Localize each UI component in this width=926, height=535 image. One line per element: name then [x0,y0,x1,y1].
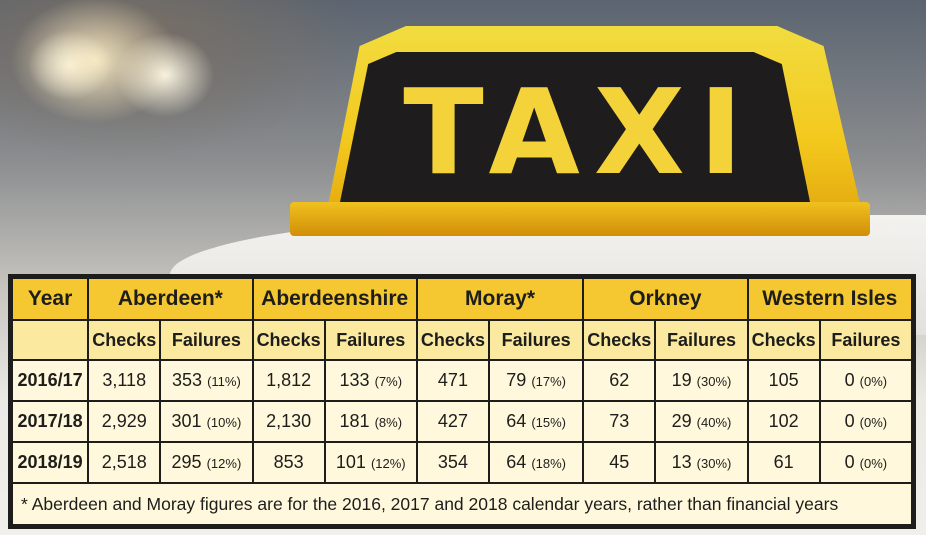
region-header-aberdeen: Aberdeen* [87,277,254,321]
failures-percent: (0%) [859,415,888,430]
failures-cell: 295 (12%) [159,441,254,484]
taxi-roof-sign: TAXI [290,22,870,236]
year-subheader-empty [10,319,90,361]
failures-count: 64 [506,411,527,431]
region-header-western-isles: Western Isles [746,277,914,321]
failures-cell: 0 (0%) [818,441,914,484]
table-row: 2016/17 3,118 353 (11%) 1,812 133 (7%) 471 79 … [10,359,914,402]
failures-cell: 0 (0%) [818,359,914,402]
checks-cell: 354 [415,441,491,484]
failures-cell: 301 (10%) [159,400,254,443]
failures-cell: 133 (7%) [323,359,418,402]
checks-cell: 73 [582,400,657,443]
failures-percent: (8%) [374,415,403,430]
failures-cell: 353 (11%) [159,359,254,402]
failures-count: 29 [671,411,692,431]
table-row: 2018/19 2,518 295 (12%) 853 101 (12%) 354 64 (… [10,441,914,484]
failures-cell: 13 (30%) [654,441,749,484]
failures-percent: (7%) [374,374,403,389]
checks-cell: 471 [415,359,491,402]
taxi-sign-text: TAXI [403,63,757,201]
failures-percent: (0%) [859,456,888,471]
failures-count: 301 [171,411,202,431]
taxi-checks-table: Year Aberdeen* Aberdeenshire Moray* Orkn… [8,274,916,529]
failures-percent: (30%) [696,374,732,389]
failures-count: 79 [506,370,527,390]
year-cell: 2016/17 [10,359,90,402]
failures-cell: 29 (40%) [654,400,749,443]
failures-count: 0 [844,452,855,472]
failures-count: 64 [506,452,527,472]
metric-header-row: Checks Failures Checks Failures Checks F… [10,319,914,361]
checks-cell: 62 [582,359,657,402]
failures-count: 181 [339,411,370,431]
failures-cell: 0 (0%) [818,400,914,443]
checks-cell: 2,929 [87,400,162,443]
region-header-moray: Moray* [415,277,585,321]
failures-header: Failures [323,319,418,361]
failures-percent: (15%) [531,415,566,430]
failures-header: Failures [654,319,749,361]
checks-header: Checks [415,319,491,361]
failures-count: 0 [844,370,855,390]
failures-percent: (10%) [206,415,242,430]
failures-percent: (30%) [696,456,732,471]
region-header-orkney: Orkney [582,277,749,321]
checks-cell: 427 [415,400,491,443]
failures-cell: 101 (12%) [323,441,418,484]
failures-count: 353 [172,370,203,390]
table-row: 2017/18 2,929 301 (10%) 2,130 181 (8%) 427 64 … [10,400,914,443]
footnote-row: * Aberdeen and Moray figures are for the… [11,482,913,526]
checks-cell: 61 [746,441,821,484]
sign-base [290,202,870,236]
checks-header: Checks [582,319,657,361]
failures-cell: 79 (17%) [488,359,585,402]
failures-count: 133 [339,370,370,390]
failures-percent: (17%) [531,374,566,389]
checks-cell: 45 [582,441,657,484]
failures-percent: (12%) [206,456,242,471]
checks-header: Checks [87,319,162,361]
failures-header: Failures [159,319,254,361]
failures-count: 0 [844,411,855,431]
checks-cell: 1,812 [251,359,326,402]
sign-panel [340,52,810,202]
failures-cell: 64 (15%) [488,400,585,443]
checks-header: Checks [251,319,326,361]
failures-count: 101 [335,452,366,472]
failures-percent: (18%) [531,456,566,471]
failures-count: 19 [671,370,692,390]
failures-header: Failures [488,319,585,361]
checks-cell: 2,130 [251,400,326,443]
checks-cell: 2,518 [87,441,162,484]
failures-percent: (0%) [859,374,888,389]
failures-percent: (12%) [370,456,406,471]
failures-count: 295 [171,452,202,472]
region-header-row: Year Aberdeen* Aberdeenshire Moray* Orkn… [10,277,914,321]
checks-cell: 102 [746,400,821,443]
failures-header: Failures [818,319,914,361]
failures-percent: (11%) [207,374,241,389]
failures-cell: 181 (8%) [323,400,418,443]
footnote: * Aberdeen and Moray figures are for the… [11,482,913,526]
checks-cell: 105 [746,359,821,402]
year-header: Year [10,277,90,321]
region-header-aberdeenshire: Aberdeenshire [251,277,418,321]
failures-percent: (40%) [696,415,732,430]
checks-cell: 853 [251,441,326,484]
year-cell: 2018/19 [10,441,90,484]
failures-cell: 19 (30%) [654,359,749,402]
year-cell: 2017/18 [10,400,90,443]
checks-header: Checks [746,319,821,361]
checks-cell: 3,118 [87,359,162,402]
failures-cell: 64 (18%) [488,441,585,484]
failures-count: 13 [671,452,692,472]
